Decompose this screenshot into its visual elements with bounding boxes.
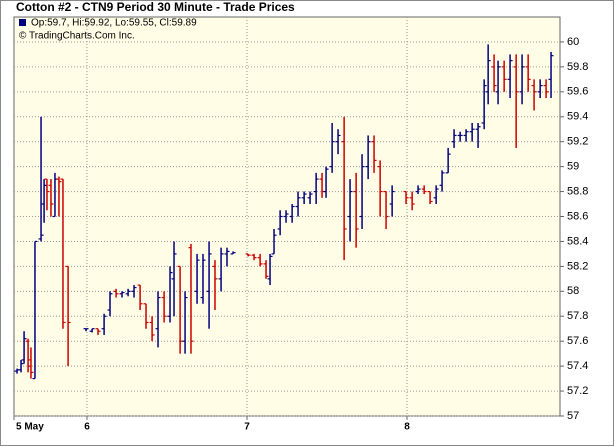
y-tick-label: 60 [567,36,579,48]
y-tick-label: 59.2 [567,136,588,148]
legend-text: Op:59.7, Hi:59.92, Lo:59.55, Cl:59.89 [31,18,197,29]
copyright: © TradingCharts.Com Inc. [19,31,135,42]
y-tick-label: 57.2 [567,385,588,397]
y-tick-label: 59.4 [567,111,588,123]
y-tick-label: 58.2 [567,260,588,272]
y-tick-label: 58 [567,285,579,297]
y-tick-label: 57.4 [567,360,588,372]
y-tick-label: 57.8 [567,310,588,322]
legend-swatch [19,19,26,26]
chart-title: Cotton #2 - CTN9 Period 30 Minute - Trad… [16,0,295,14]
y-tick-label: 59.8 [567,61,588,73]
y-tick-label: 58.8 [567,185,588,197]
x-tick-label: 8 [404,422,410,433]
x-tick-label: 7 [244,422,250,433]
y-tick-label: 57 [567,410,579,422]
x-tick-label: 6 [84,422,90,433]
y-tick-label: 59 [567,161,579,173]
y-tick-label: 57.6 [567,335,588,347]
y-tick-label: 58.4 [567,235,588,247]
y-tick-label: 59.6 [567,86,588,98]
x-tick-label: 5 May [16,422,44,433]
y-tick-label: 58.6 [567,210,588,222]
